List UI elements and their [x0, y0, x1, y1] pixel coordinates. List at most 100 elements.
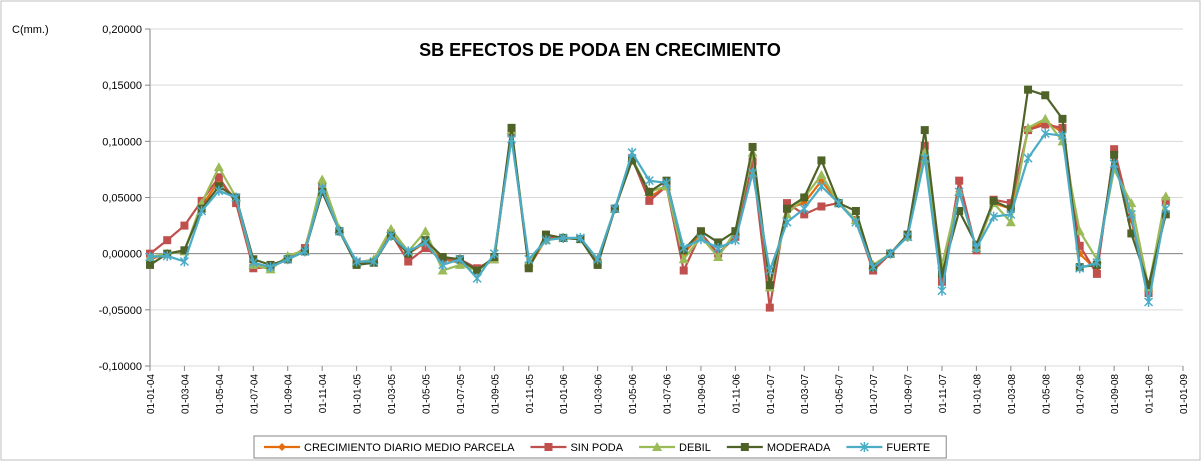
- data-point: [800, 193, 809, 202]
- x-tick-label: 01-03-04: [180, 374, 191, 414]
- data-point: [403, 246, 413, 257]
- x-tick-label: 01-05-08: [1041, 374, 1052, 414]
- x-tick-label: 01-05-05: [421, 374, 432, 414]
- data-point: [851, 217, 861, 228]
- data-point: [214, 185, 224, 196]
- x-tick-label: 01-09-06: [697, 374, 708, 414]
- data-point: [1023, 122, 1034, 132]
- x-tick-label: 01-01-05: [353, 374, 364, 414]
- data-point: [1040, 113, 1051, 123]
- y-tick-label: -0,10000: [99, 361, 142, 373]
- data-point: [352, 256, 362, 267]
- y-axis-label: C(mm.): [12, 24, 49, 36]
- x-tick-label: 01-05-06: [628, 374, 639, 414]
- data-point: [645, 196, 654, 205]
- data-point: [1144, 281, 1153, 290]
- data-point: [593, 254, 603, 265]
- data-point: [730, 235, 740, 246]
- data-point: [696, 227, 705, 236]
- legend-label: SIN PODA: [570, 442, 623, 454]
- data-point: [800, 210, 809, 219]
- data-point: [765, 265, 775, 276]
- data-point: [1058, 114, 1067, 123]
- data-point: [1075, 263, 1085, 274]
- data-point: [1040, 128, 1050, 139]
- data-point: [628, 156, 637, 165]
- data-point: [438, 253, 447, 262]
- x-tick-label: 01-09-07: [904, 374, 915, 414]
- series-line: [149, 132, 1167, 303]
- data-point: [507, 134, 517, 145]
- x-tick-label: 01-01-04: [146, 374, 157, 414]
- data-point: [421, 244, 430, 253]
- legend-marker: [859, 442, 869, 452]
- data-point: [386, 223, 397, 233]
- x-tick-label: 01-01-09: [1179, 374, 1190, 414]
- data-point: [1057, 130, 1068, 141]
- data-point: [661, 177, 672, 188]
- data-point: [575, 232, 585, 243]
- x-tick-label: 01-07-04: [249, 374, 260, 414]
- data-point: [437, 265, 448, 275]
- data-point: [799, 203, 809, 214]
- data-point: [816, 170, 827, 180]
- data-point: [1006, 209, 1016, 220]
- x-tick-label: 01-01-07: [766, 374, 777, 414]
- data-point: [507, 123, 516, 132]
- data-point: [1109, 158, 1119, 169]
- data-point: [404, 257, 413, 266]
- legend: CRECIMIENTO DIARIO MEDIO PARCELA SIN PODA…: [253, 435, 947, 459]
- x-tick-label: 01-01-06: [559, 374, 570, 414]
- x-tick-label: 01-09-04: [284, 374, 295, 414]
- data-point: [317, 183, 327, 194]
- data-point: [1024, 85, 1033, 94]
- data-point: [955, 176, 964, 185]
- data-point: [541, 230, 550, 239]
- legend-marker: [278, 443, 286, 451]
- data-point: [1144, 296, 1154, 307]
- x-tick-label: 01-11-06: [731, 374, 742, 414]
- x-tick-label: 01-11-08: [1145, 374, 1156, 414]
- data-point: [937, 269, 946, 278]
- data-point: [420, 237, 430, 248]
- data-point: [851, 206, 860, 215]
- data-point: [955, 206, 964, 215]
- y-tick-label: -0,05000: [99, 305, 142, 317]
- x-tick-label: 01-07-05: [456, 374, 467, 414]
- data-point: [748, 167, 758, 178]
- x-tick-label: 01-07-06: [663, 374, 674, 414]
- data-point: [765, 303, 774, 312]
- data-point: [713, 243, 723, 254]
- data-point: [1160, 191, 1171, 201]
- data-point: [163, 236, 172, 245]
- data-point: [558, 232, 568, 243]
- data-point: [454, 259, 465, 269]
- data-point: [455, 254, 465, 265]
- data-point: [524, 264, 533, 273]
- data-point: [248, 257, 258, 268]
- data-point: [783, 199, 792, 208]
- x-tick-label: 01-11-07: [938, 374, 949, 414]
- data-point: [816, 181, 826, 192]
- x-tick-label: 01-03-07: [800, 374, 811, 414]
- data-point: [180, 246, 189, 255]
- data-point: [317, 174, 328, 184]
- data-point: [679, 243, 689, 254]
- data-point: [283, 254, 293, 265]
- x-tick-label: 01-05-07: [835, 374, 846, 414]
- legend-label: CRECIMIENTO DIARIO MEDIO PARCELA: [304, 442, 515, 454]
- data-point: [1006, 204, 1015, 213]
- data-point: [678, 254, 689, 264]
- x-tick-label: 01-09-05: [490, 374, 501, 414]
- data-point: [593, 260, 602, 269]
- x-tick-label: 01-07-08: [1076, 374, 1087, 414]
- data-point: [213, 162, 224, 172]
- data-point: [817, 202, 826, 211]
- data-point: [1074, 226, 1085, 236]
- x-tick-label: 01-03-08: [1007, 374, 1018, 414]
- y-tick-label: 0,10000: [102, 136, 142, 148]
- data-point: [197, 205, 207, 216]
- x-tick-label: 01-03-05: [387, 374, 398, 414]
